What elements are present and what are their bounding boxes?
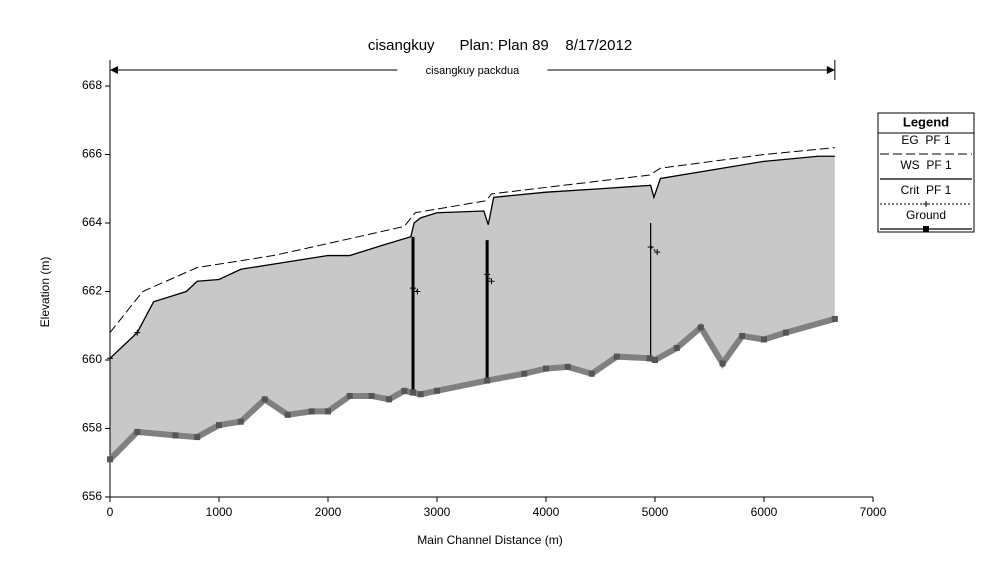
crit-marker: [410, 285, 417, 292]
ground-marker: [739, 333, 746, 340]
ground-marker: [172, 432, 179, 439]
legend-label: EG PF 1: [901, 133, 951, 147]
y-tick-label: 664: [82, 215, 102, 229]
ground-marker: [134, 428, 141, 435]
ground-marker: [261, 396, 268, 403]
reach-label-bg: [397, 62, 548, 78]
ground-marker: [761, 336, 767, 343]
x-tick-label: 6000: [751, 505, 778, 519]
reach-label: cisangkuy packdua: [426, 65, 520, 77]
ground-marker: [588, 370, 595, 377]
ground-marker: [831, 315, 838, 322]
legend-label: Ground: [906, 208, 946, 222]
x-tick-label: 0: [107, 505, 114, 519]
ground-marker: [308, 408, 315, 415]
ground-marker: [646, 355, 653, 362]
chart-title: cisangkuy Plan: Plan 89 8/17/2012: [368, 37, 632, 54]
legend-title: Legend: [903, 114, 949, 129]
crit-marker: [414, 288, 421, 295]
ground-marker: [673, 345, 680, 352]
x-tick-label: 3000: [424, 505, 451, 519]
ground-marker: [284, 411, 291, 418]
ground-marker: [417, 391, 424, 398]
x-tick-label: 7000: [860, 505, 887, 519]
crit-marker: [488, 278, 495, 285]
ground-marker: [401, 387, 408, 394]
x-tick-label: 5000: [642, 505, 669, 519]
legend-marker: [923, 201, 929, 207]
x-tick-label: 4000: [533, 505, 560, 519]
crit-marker: [134, 329, 141, 336]
legend-label: Crit PF 1: [901, 183, 952, 197]
x-tick-label: 1000: [206, 505, 233, 519]
legend-label: WS PF 1: [900, 158, 952, 172]
crit-marker: [654, 249, 661, 256]
y-tick-label: 668: [82, 78, 102, 92]
ground-marker: [613, 353, 620, 360]
ground-marker: [346, 392, 353, 399]
ground-marker: [410, 389, 417, 396]
series-line: [109, 155, 835, 359]
arrow-head: [826, 66, 835, 74]
crit-marker: [647, 243, 654, 250]
ground-marker: [652, 357, 658, 363]
ground-marker: [237, 418, 244, 425]
ground-marker: [521, 370, 528, 377]
ground-marker: [325, 408, 331, 415]
ground-marker: [564, 363, 571, 370]
ground-marker: [543, 365, 549, 372]
x-axis-label: Main Channel Distance (m): [417, 533, 562, 547]
series-line: [107, 316, 836, 462]
y-tick-label: 656: [82, 489, 102, 503]
water-fill: [110, 156, 835, 460]
legend-marker: [923, 226, 929, 232]
arrow-head: [110, 66, 118, 74]
ground-marker: [107, 456, 113, 463]
crit-marker: [107, 355, 113, 362]
x-tick-label: 2000: [315, 505, 342, 519]
ground-marker: [216, 422, 222, 429]
y-tick-label: 660: [82, 352, 102, 366]
crit-marker: [484, 271, 491, 278]
ground-marker: [719, 360, 726, 367]
ground-marker: [484, 377, 491, 384]
ground-marker: [194, 434, 201, 441]
ground-marker: [434, 387, 440, 394]
ground-marker: [368, 392, 375, 399]
y-axis-label: Elevation (m): [38, 257, 52, 328]
ground-marker: [782, 329, 789, 336]
y-tick-label: 662: [82, 284, 102, 298]
ground-marker: [697, 324, 704, 331]
series-line: [109, 147, 835, 333]
ground-marker: [386, 396, 393, 403]
y-tick-label: 658: [82, 421, 102, 435]
y-tick-label: 666: [82, 147, 102, 161]
